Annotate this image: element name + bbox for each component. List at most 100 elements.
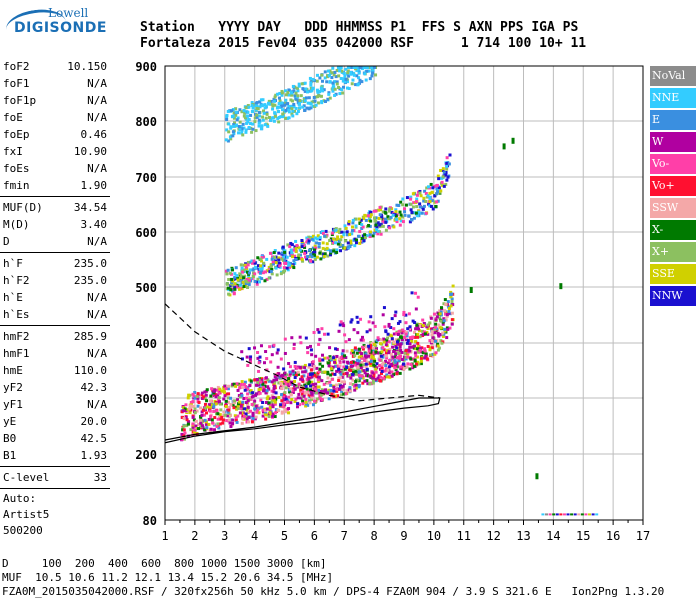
echo-point [226, 406, 230, 410]
echo-point [388, 226, 392, 230]
echo-point [259, 379, 263, 383]
echo-point [317, 330, 321, 334]
echo-point [238, 402, 242, 406]
echo-point [240, 278, 244, 282]
echo-point [374, 219, 378, 223]
echo-point [293, 376, 297, 380]
echo-point [331, 372, 335, 376]
echo-point [223, 394, 227, 398]
echo-point [234, 405, 238, 409]
echo-point [236, 285, 240, 289]
echo-point [356, 320, 360, 324]
x-tick-label: 11 [457, 529, 471, 543]
echo-point [347, 87, 351, 91]
echo-point [293, 384, 297, 388]
echo-point [257, 280, 261, 284]
echo-point [435, 315, 439, 319]
echo-point [443, 298, 447, 302]
echo-point [376, 336, 380, 340]
echo-point [580, 513, 584, 516]
echo-point [246, 280, 250, 284]
echo-point [189, 408, 193, 412]
echo-point [191, 422, 195, 426]
echo-point [398, 320, 402, 324]
echo-point [307, 375, 311, 379]
echo-point [233, 275, 237, 279]
echo-point [316, 385, 320, 389]
echo-point [305, 402, 309, 406]
echo-point [293, 360, 297, 364]
echo-point [406, 352, 410, 356]
echo-point [338, 92, 342, 96]
echo-point [228, 135, 232, 139]
echo-point [205, 426, 209, 430]
echo-point [398, 217, 402, 221]
echo-point [396, 355, 400, 359]
echo-point [385, 356, 389, 360]
echo-point [233, 401, 237, 405]
echo-point [307, 107, 311, 111]
echo-point [355, 74, 359, 78]
echo-point [373, 324, 377, 328]
echo-point [434, 184, 438, 188]
echo-point [332, 385, 336, 389]
echo-point [260, 265, 264, 269]
echo-point [343, 224, 347, 228]
echo-point [210, 418, 214, 422]
echo-point [342, 324, 346, 328]
echo-point [294, 258, 298, 262]
echo-point [239, 274, 243, 278]
echo-point [271, 107, 275, 111]
echo-point [375, 347, 379, 351]
echo-point [269, 269, 273, 273]
echo-point [312, 330, 316, 334]
echo-point [386, 215, 390, 219]
echo-point [251, 414, 255, 418]
echo-point [415, 197, 419, 201]
echo-point [371, 67, 375, 71]
echo-point [345, 86, 349, 90]
echo-point [361, 381, 365, 385]
echo-point [263, 123, 267, 127]
echo-point [247, 271, 251, 275]
echo-point [415, 193, 419, 197]
echo-point [274, 266, 278, 270]
echo-point [354, 241, 358, 245]
echo-point [287, 377, 291, 381]
echo-point [243, 414, 247, 418]
echo-point [426, 326, 430, 330]
echo-point [254, 415, 258, 419]
chart-axes: 1 2 3 4 5 6 7 8 9 10 11 12 13 14 15 16 17802003004005006… [135, 60, 650, 543]
echo-point [298, 248, 302, 252]
echo-point [287, 105, 291, 109]
echo-point [256, 381, 260, 385]
echo-point [357, 355, 361, 359]
echo-point [300, 82, 304, 86]
echo-point [404, 331, 408, 335]
echo-point [323, 252, 327, 256]
echo-point [321, 231, 325, 235]
echo-point [182, 428, 186, 432]
echo-point [284, 259, 288, 263]
echo-point [250, 259, 254, 263]
echo-point [308, 372, 312, 376]
echo-point [268, 251, 272, 255]
echo-point [394, 208, 398, 212]
echo-point [313, 387, 317, 391]
echo-point [404, 203, 408, 207]
echo-point [403, 351, 407, 355]
echo-point [247, 282, 251, 286]
echo-point [254, 102, 258, 106]
echo-point [445, 314, 449, 318]
echo-point [295, 112, 299, 116]
echo-point [245, 114, 249, 118]
echo-point [378, 378, 382, 382]
echo-point [362, 369, 366, 373]
echo-point [373, 216, 377, 220]
echo-point [253, 378, 257, 382]
echo-point [297, 253, 301, 257]
param-value: 235.0 [73, 257, 107, 270]
echo-point [403, 335, 407, 339]
echo-point [287, 411, 291, 415]
echo-point [293, 364, 297, 368]
